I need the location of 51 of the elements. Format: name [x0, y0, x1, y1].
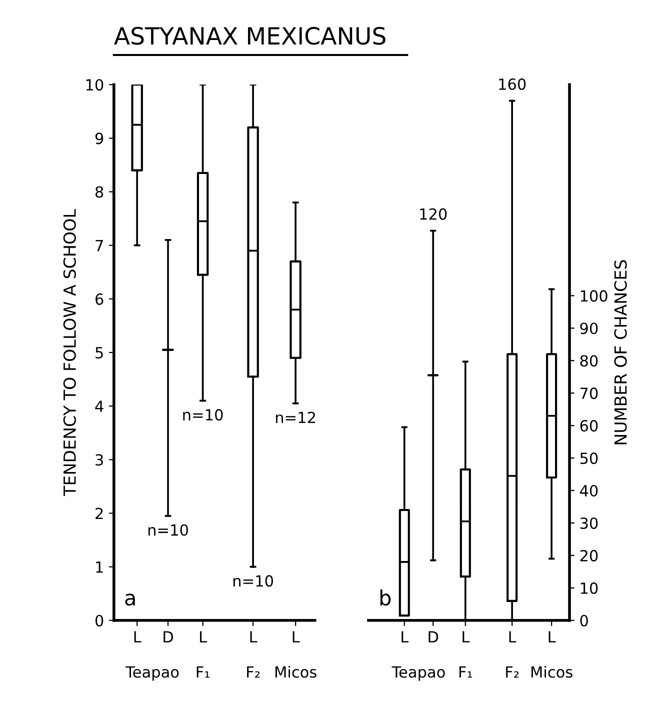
y-tick-label: 6 — [96, 293, 104, 305]
y-tick-label: 8 — [95, 186, 104, 198]
x-tick-label: L — [462, 631, 470, 642]
text: F₁ — [459, 666, 472, 678]
y-axis-title: TENDENCY TO FOLLOW A SCHOOL — [63, 209, 76, 496]
text: Teapao — [392, 666, 445, 681]
y-tick-label: 1 — [96, 561, 103, 573]
text: Micos — [276, 666, 316, 678]
text: F₂ — [247, 666, 260, 678]
x-tick-label: L — [134, 631, 142, 642]
x-tick-label: L — [292, 631, 300, 642]
x-tick-label: L — [509, 631, 516, 642]
annotation: b — [380, 590, 391, 606]
y2-tick-label: 80 — [580, 355, 598, 367]
x-tick-label: L — [548, 631, 556, 642]
y2-tick-label: 50 — [580, 452, 598, 464]
y-tick-label: 10 — [86, 79, 104, 91]
x-tick-label: D — [164, 631, 173, 642]
y-tick-label: 2 — [96, 508, 103, 520]
y-tick-label: 9 — [95, 132, 104, 144]
y2-axis-title: NUMBER OF CHANCES — [614, 260, 627, 444]
annotation: n=10 — [148, 524, 188, 536]
y-tick-label: 5 — [96, 347, 103, 359]
annotation: n=10 — [183, 409, 223, 421]
y2-tick-label: 90 — [580, 322, 598, 334]
y2-tick-label: 70 — [580, 388, 598, 400]
y-tick-label: 7 — [96, 240, 103, 252]
y-tick-label: 4 — [95, 400, 104, 412]
y2-tick-label: 20 — [580, 550, 598, 562]
annotation: n=10 — [233, 575, 273, 587]
text: F₂ — [506, 666, 519, 678]
annotation: a — [125, 594, 135, 606]
x-tick-label: L — [200, 631, 207, 642]
y-tick-label: 3 — [96, 454, 103, 466]
y2-tick-label: 10 — [580, 582, 598, 594]
annotation: n=12 — [276, 412, 316, 424]
x-tick-label: L — [402, 631, 409, 642]
text: F₁ — [196, 666, 210, 678]
x-tick-label: D — [428, 631, 438, 642]
y2-tick-label: 100 — [580, 290, 608, 302]
y2-tick-label: 60 — [580, 420, 598, 432]
y2-tick-label: 30 — [580, 517, 598, 530]
y2-tick-label: 40 — [580, 484, 598, 497]
annotation: 160 — [499, 78, 526, 90]
x-tick-label: L — [250, 631, 258, 642]
text: Teapao — [126, 666, 179, 681]
y2-tick-label: 0 — [580, 614, 588, 626]
y-tick-label: 0 — [95, 614, 104, 626]
annotation: 120 — [420, 208, 447, 220]
chart-title: ASTYANAX MEXICANUS — [114, 26, 386, 45]
text: Micos — [531, 666, 572, 678]
